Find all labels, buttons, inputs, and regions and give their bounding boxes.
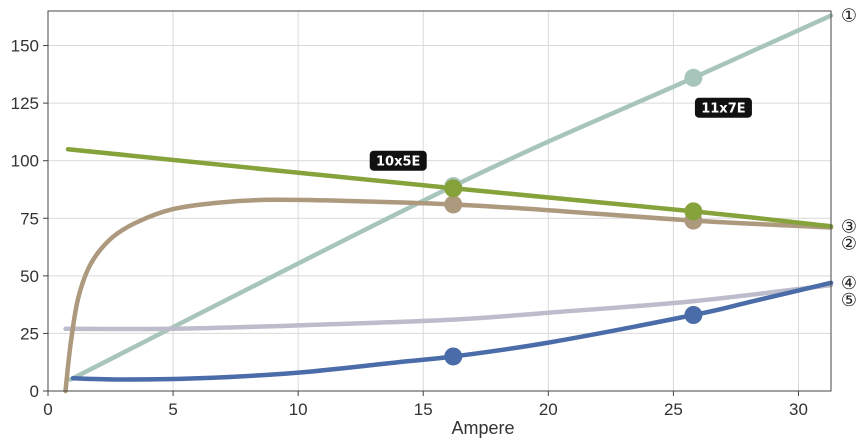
x-tick-label-0: 0 <box>43 400 52 419</box>
marker-layer <box>444 68 703 366</box>
tick-labels: 0 5 10 15 20 25 30 0 25 50 75 100 125 150 <box>11 37 808 419</box>
series-number-labels: ① ③② ④⑤ <box>841 6 857 311</box>
series-2-marker-0 <box>444 195 463 214</box>
x-tick-label-6: 30 <box>789 400 808 419</box>
series-3-marker-0 <box>444 179 463 198</box>
y-tick-label-1: 25 <box>20 324 39 343</box>
y-tick-label-0: 0 <box>30 382 39 401</box>
series-label-3: ③ <box>841 216 857 237</box>
x-tick-label-5: 25 <box>664 400 683 419</box>
x-axis-label: Ampere <box>451 418 514 438</box>
annotations: 10x5E 11x7E <box>369 97 752 171</box>
series-line-3 <box>65 146 834 229</box>
annotation-text-0: 10x5E <box>376 155 420 170</box>
series-label-5: ⑤ <box>841 290 857 311</box>
annotation-bg-1 <box>694 97 752 118</box>
x-tick-label-4: 20 <box>539 400 558 419</box>
series-label-4: ④ <box>841 273 857 294</box>
y-tick-label-5: 125 <box>11 94 39 113</box>
y-tick-label-6: 150 <box>11 37 39 56</box>
annotation-1: 11x7E <box>694 97 752 118</box>
series-4-marker-1 <box>684 306 703 324</box>
series-3-marker-1 <box>684 202 703 221</box>
axes <box>43 10 832 396</box>
series-line-4 <box>70 280 834 382</box>
series-layer <box>63 13 834 394</box>
x-tick-label-3: 15 <box>414 400 433 419</box>
annotation-0: 10x5E <box>369 150 427 171</box>
y-tick-label-3: 75 <box>20 209 39 228</box>
y-tick-label-4: 100 <box>11 152 39 171</box>
annotation-bg-0 <box>369 150 427 171</box>
series-4-marker-0 <box>444 347 463 366</box>
series-line-2 <box>63 197 834 394</box>
plot-frame <box>47 10 832 392</box>
y-tick-label-2: 50 <box>20 267 39 286</box>
grid <box>48 11 831 391</box>
series-line-5 <box>63 282 834 332</box>
series-label-1: ① <box>841 6 857 27</box>
series-line-1 <box>68 13 834 382</box>
x-tick-label-2: 10 <box>289 400 308 419</box>
annotation-text-1: 11x7E <box>701 102 745 117</box>
x-tick-label-1: 5 <box>168 400 177 419</box>
series-label-2: ② <box>841 233 857 254</box>
series-1-marker-1 <box>684 68 703 87</box>
